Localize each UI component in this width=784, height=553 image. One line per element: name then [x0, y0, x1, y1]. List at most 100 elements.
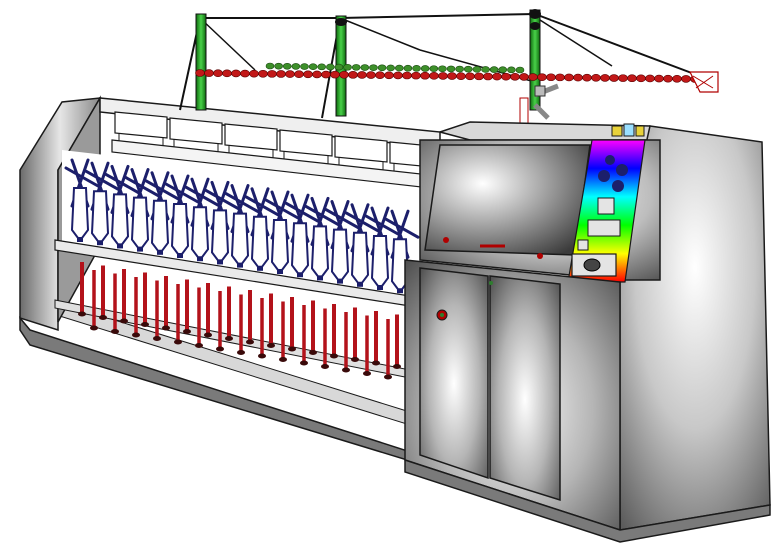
spindle — [330, 304, 350, 373]
chain-bead — [195, 69, 205, 77]
chain-bead — [258, 69, 268, 78]
chain-bead — [446, 65, 456, 73]
chain-bead — [510, 73, 520, 81]
bobbin — [184, 177, 220, 262]
chain-bead — [330, 70, 340, 79]
spindle — [162, 276, 182, 345]
chain-bead — [636, 74, 646, 83]
dial-icon — [605, 155, 615, 165]
chain-bead — [334, 63, 344, 71]
bobbin — [384, 209, 420, 294]
bobbin — [124, 168, 160, 252]
chain-bead — [204, 69, 214, 77]
chain-bead — [348, 71, 358, 79]
chain-bead — [654, 74, 664, 83]
chain-bead — [663, 74, 673, 83]
chain-bead — [429, 65, 439, 72]
chain-bead — [455, 65, 464, 73]
spindle — [351, 307, 371, 376]
chain-bead — [465, 72, 475, 81]
spindle — [267, 293, 287, 362]
chain-bead — [308, 63, 318, 70]
bobbin — [364, 206, 400, 290]
chain-bead — [501, 72, 511, 81]
chain-bead — [339, 70, 349, 79]
chain-bead — [515, 66, 525, 74]
gantry-end-bracket — [519, 71, 719, 125]
chain-bead — [498, 66, 508, 74]
spindle — [204, 283, 224, 352]
spindle — [78, 262, 98, 331]
gantry-mast-left — [195, 13, 207, 111]
bobbin — [204, 180, 240, 265]
chain-bead — [438, 65, 447, 73]
chain-bead — [222, 69, 232, 78]
chain-bead — [384, 71, 394, 80]
chain-bead — [312, 70, 322, 79]
chain-bead — [564, 73, 574, 82]
spindle — [99, 265, 119, 334]
chain-bead — [291, 63, 301, 70]
spindle — [141, 272, 161, 341]
chain-bead — [411, 71, 421, 80]
bobbin — [304, 196, 340, 281]
cabinet-door-left — [419, 267, 489, 480]
chain-bead — [420, 65, 430, 72]
chain-bead — [447, 72, 457, 80]
chain-bead — [267, 70, 277, 78]
spindle — [246, 290, 266, 359]
chain-bead — [357, 71, 367, 79]
chain-bead — [395, 64, 404, 72]
chain-bead — [326, 63, 335, 71]
chain-bead — [474, 72, 484, 81]
chain-bead — [672, 74, 682, 83]
chain-bead — [492, 72, 502, 81]
cabinet-door-right — [489, 275, 561, 502]
spindle — [309, 300, 329, 369]
bobbin — [244, 187, 280, 271]
spindle — [225, 286, 245, 355]
chain-bead — [249, 69, 259, 78]
indicator-lamp — [611, 125, 623, 137]
chain-bead — [555, 73, 565, 82]
bobbin — [144, 171, 180, 255]
chain-bead — [438, 72, 448, 80]
spindle — [372, 311, 392, 380]
chain-bead — [618, 74, 628, 82]
chain-bead — [321, 70, 331, 79]
spindle — [288, 297, 308, 366]
chain-bead — [481, 66, 490, 73]
chain-bead — [573, 73, 583, 82]
chain-bead — [276, 70, 286, 78]
bobbin-creel — [64, 158, 420, 294]
chain-bead — [240, 69, 250, 78]
chain-bead — [274, 62, 283, 70]
chain-bead — [507, 66, 516, 74]
chain-bead — [645, 74, 655, 83]
chain-bead — [402, 71, 412, 80]
chain-bead — [285, 70, 295, 78]
chain-bead — [546, 73, 556, 82]
chain-bead — [609, 74, 619, 82]
chain-bead — [303, 70, 313, 79]
chain-bead — [282, 62, 292, 70]
chain-bead — [472, 66, 482, 73]
control-cabinet — [404, 121, 771, 543]
chain-bead — [591, 74, 601, 82]
bobbin — [344, 203, 380, 287]
cabinet-foot — [404, 458, 771, 543]
chain-bead — [213, 69, 223, 78]
chain-bead — [463, 65, 473, 73]
chain-bead — [317, 63, 327, 71]
cabinet-screen — [424, 144, 591, 256]
chain-bead — [360, 64, 370, 71]
creel-box — [279, 129, 333, 166]
chain-bead — [393, 71, 403, 80]
spindle-row — [78, 262, 413, 383]
chain-bead — [681, 75, 691, 83]
chain-bead — [343, 63, 352, 71]
chain-bead — [366, 71, 376, 79]
chain-bead — [600, 74, 610, 82]
